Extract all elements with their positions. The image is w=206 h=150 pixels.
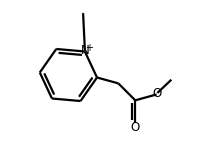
Text: O: O bbox=[153, 87, 162, 100]
Text: +: + bbox=[85, 43, 93, 53]
Text: O: O bbox=[131, 121, 140, 134]
Text: N: N bbox=[81, 44, 89, 57]
